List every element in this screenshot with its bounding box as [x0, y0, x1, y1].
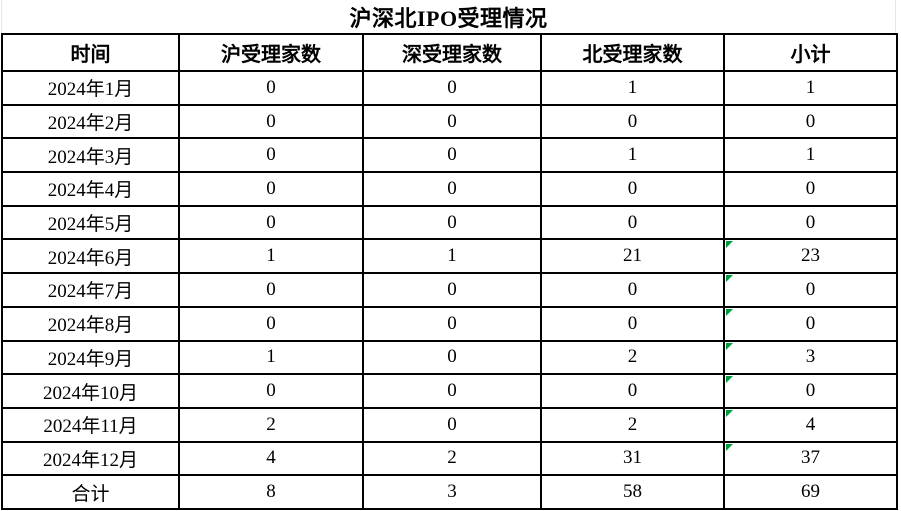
bj-value-cell[interactable]: 0: [540, 272, 725, 308]
subtotal-value-cell[interactable]: 23: [723, 238, 898, 275]
subtotal-value-cell[interactable]: 0: [723, 103, 898, 140]
column-header-beijing[interactable]: 北受理家数: [540, 33, 725, 72]
subtotal-value-cell[interactable]: 69: [723, 474, 898, 510]
sz-value-cell[interactable]: 2: [362, 440, 542, 477]
row-label-cell[interactable]: 2024年9月: [1, 339, 180, 376]
table-row: 2024年3月 0 0 1 1: [1, 137, 898, 174]
row-label-cell[interactable]: 2024年10月: [1, 373, 180, 409]
bj-value-cell[interactable]: 1: [540, 70, 725, 106]
sz-value-cell[interactable]: 0: [362, 406, 542, 443]
sh-value-cell[interactable]: 0: [178, 103, 364, 140]
row-label-cell[interactable]: 2024年11月: [1, 406, 180, 443]
table-row: 2024年4月 0 0 0 0: [1, 171, 898, 207]
sz-value-cell[interactable]: 0: [362, 339, 542, 376]
sh-value-cell[interactable]: 0: [178, 171, 364, 207]
sz-value-cell[interactable]: 0: [362, 204, 542, 241]
error-indicator-icon: [726, 376, 733, 384]
bj-value-cell[interactable]: 1: [540, 137, 725, 174]
subtotal-value-cell[interactable]: 37: [723, 440, 898, 477]
table-row: 2024年9月 1 0 2 3: [1, 339, 898, 376]
sh-value-cell[interactable]: 0: [178, 373, 364, 409]
sh-value-cell[interactable]: 8: [178, 474, 364, 510]
bj-value-cell[interactable]: 0: [540, 204, 725, 241]
bj-value-cell[interactable]: 2: [540, 339, 725, 376]
row-label-cell[interactable]: 2024年5月: [1, 204, 180, 241]
error-indicator-icon: [726, 409, 733, 417]
header-row: 时间 沪受理家数 深受理家数 北受理家数 小计: [1, 33, 898, 72]
sz-value-cell[interactable]: 0: [362, 272, 542, 308]
table-body: 2024年1月 0 0 1 1 2024年2月 0 0 0 0 2024年3月 0 0 1 1 2024年4月…: [1, 70, 898, 510]
sz-value-cell[interactable]: 1: [362, 238, 542, 275]
row-label-cell[interactable]: 2024年4月: [1, 171, 180, 207]
subtotal-value-cell[interactable]: 3: [723, 339, 898, 376]
sh-value-cell[interactable]: 0: [178, 272, 364, 308]
sh-value-cell[interactable]: 0: [178, 305, 364, 342]
bj-value-cell[interactable]: 2: [540, 406, 725, 443]
subtotal-value-cell[interactable]: 0: [723, 305, 898, 342]
row-label-cell[interactable]: 2024年3月: [1, 137, 180, 174]
total-row: 合计 8 3 58 69: [1, 474, 898, 510]
table-row: 2024年7月 0 0 0 0: [1, 272, 898, 308]
subtotal-value-cell[interactable]: 0: [723, 272, 898, 308]
sz-value-cell[interactable]: 0: [362, 137, 542, 174]
table-row: 2024年12月 4 2 31 37: [1, 440, 898, 477]
subtotal-value-cell[interactable]: 1: [723, 137, 898, 174]
column-header-subtotal[interactable]: 小计: [723, 33, 898, 72]
sz-value-cell[interactable]: 0: [362, 305, 542, 342]
sz-value-cell[interactable]: 3: [362, 474, 542, 510]
bj-value-cell[interactable]: 0: [540, 103, 725, 140]
sh-value-cell[interactable]: 1: [178, 339, 364, 376]
bj-value-cell[interactable]: 31: [540, 440, 725, 477]
subtotal-value-cell[interactable]: 0: [723, 373, 898, 409]
error-indicator-icon: [726, 308, 733, 316]
sh-value-cell[interactable]: 0: [178, 137, 364, 174]
sz-value-cell[interactable]: 0: [362, 171, 542, 207]
bj-value-cell[interactable]: 0: [540, 171, 725, 207]
sh-value-cell[interactable]: 1: [178, 238, 364, 275]
table-row: 2024年8月 0 0 0 0: [1, 305, 898, 342]
sh-value-cell[interactable]: 4: [178, 440, 364, 477]
bj-value-cell[interactable]: 0: [540, 305, 725, 342]
sz-value-cell[interactable]: 0: [362, 103, 542, 140]
error-indicator-icon: [726, 443, 733, 451]
bj-value-cell[interactable]: 58: [540, 474, 725, 510]
row-label-cell[interactable]: 2024年6月: [1, 238, 180, 275]
table-row: 2024年5月 0 0 0 0: [1, 204, 898, 241]
table-row: 2024年10月 0 0 0 0: [1, 373, 898, 409]
table-row: 2024年1月 0 0 1 1: [1, 70, 898, 106]
subtotal-value-cell[interactable]: 4: [723, 406, 898, 443]
sh-value-cell[interactable]: 0: [178, 204, 364, 241]
subtotal-value-cell[interactable]: 0: [723, 171, 898, 207]
row-label-cell[interactable]: 2024年7月: [1, 272, 180, 308]
table-row: 2024年6月 1 1 21 23: [1, 238, 898, 275]
sh-value-cell[interactable]: 0: [178, 70, 364, 106]
row-label-cell[interactable]: 合计: [1, 474, 180, 510]
subtotal-value-cell[interactable]: 1: [723, 70, 898, 106]
sz-value-cell[interactable]: 0: [362, 373, 542, 409]
column-header-shanghai[interactable]: 沪受理家数: [178, 33, 364, 72]
sz-value-cell[interactable]: 0: [362, 70, 542, 106]
error-indicator-icon: [726, 275, 733, 283]
row-label-cell[interactable]: 2024年12月: [1, 440, 180, 477]
table-row: 2024年2月 0 0 0 0: [1, 103, 898, 140]
subtotal-value-cell[interactable]: 0: [723, 204, 898, 241]
row-label-cell[interactable]: 2024年2月: [1, 103, 180, 140]
error-indicator-icon: [726, 241, 733, 249]
bj-value-cell[interactable]: 21: [540, 238, 725, 275]
bj-value-cell[interactable]: 0: [540, 373, 725, 409]
table-row: 2024年11月 2 0 2 4: [1, 406, 898, 443]
table-title: 沪深北IPO受理情况: [349, 5, 548, 31]
error-indicator-icon: [726, 342, 733, 350]
column-header-shenzhen[interactable]: 深受理家数: [362, 33, 542, 72]
row-label-cell[interactable]: 2024年1月: [1, 70, 180, 106]
table-title-cell[interactable]: 沪深北IPO受理情况: [1, 0, 896, 33]
ipo-acceptance-table: 时间 沪受理家数 深受理家数 北受理家数 小计 2024年1月 0 0 1 1 2024年…: [1, 33, 898, 510]
row-label-cell[interactable]: 2024年8月: [1, 305, 180, 342]
sh-value-cell[interactable]: 2: [178, 406, 364, 443]
column-header-time[interactable]: 时间: [1, 33, 180, 72]
